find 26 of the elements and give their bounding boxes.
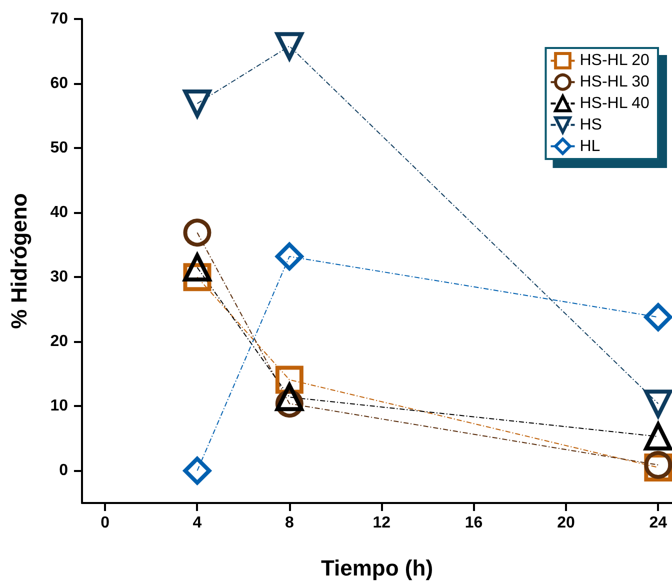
- x-tick-label: 20: [557, 514, 575, 532]
- x-tick-label: 8: [284, 514, 294, 532]
- legend-label: HS-HL 40: [580, 95, 650, 112]
- y-tick-label: 50: [50, 140, 68, 157]
- legend-label: HS-HL 20: [580, 52, 650, 70]
- y-axis-title: % Hidrógeno: [6, 193, 32, 329]
- y-tick-label: 40: [50, 204, 68, 222]
- y-tick-label: 70: [50, 10, 68, 28]
- x-tick-label: 12: [372, 514, 391, 532]
- legend-label: HS-HL 30: [580, 74, 650, 91]
- point: [644, 303, 672, 332]
- x-tick-label: 4: [192, 514, 202, 532]
- x-axis-title: Tiempo (h): [320, 556, 434, 580]
- point: [275, 242, 304, 270]
- legend-label: HS: [580, 116, 602, 134]
- y-tick-label: 60: [50, 75, 68, 92]
- legend-label: HL: [580, 138, 600, 155]
- point: [183, 456, 212, 485]
- y-tick-label: 0: [59, 462, 68, 480]
- y-tick-label: 30: [50, 268, 68, 286]
- x-tick-label: 0: [100, 514, 110, 532]
- y-tick-label: 20: [50, 333, 68, 350]
- x-tick-label: 16: [464, 514, 483, 532]
- x-tick-label: 24: [649, 514, 668, 532]
- point: [183, 218, 212, 247]
- y-tick-label: 10: [50, 398, 68, 415]
